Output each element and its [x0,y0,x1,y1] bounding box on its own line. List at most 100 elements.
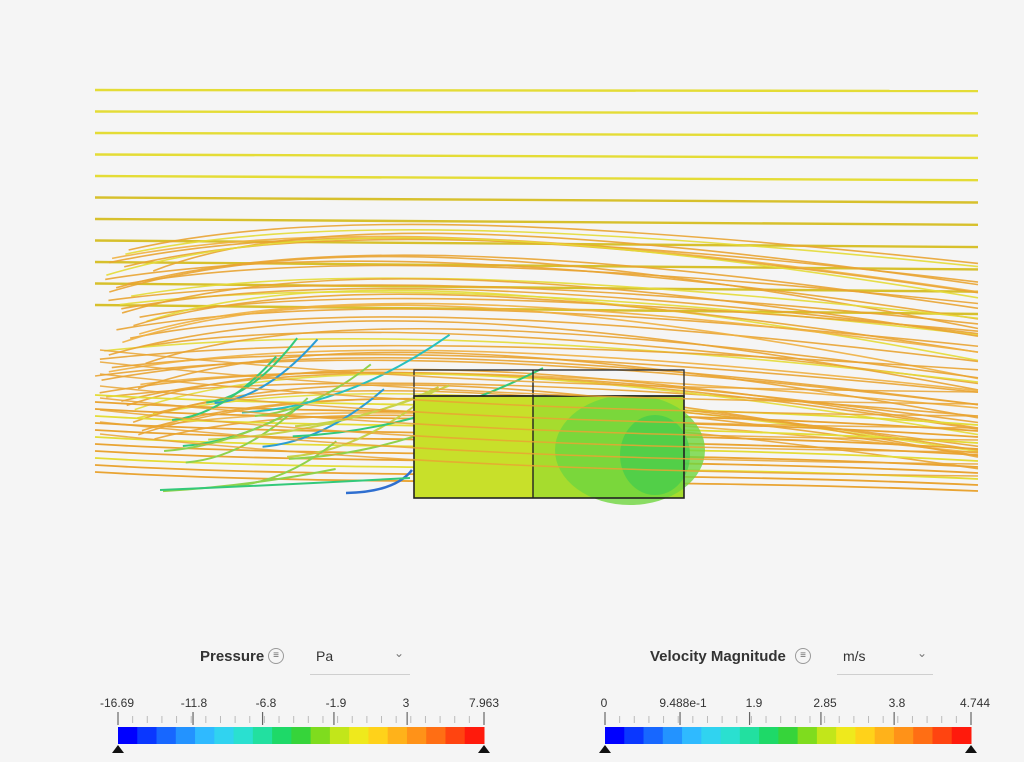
streamline [94,131,979,137]
velocity-color-segment [720,727,741,744]
streamline [128,223,979,265]
velocity-legend: Velocity Magnitude ≡ m/s ⌄ 0 9.488e-1 1.… [587,640,997,762]
chevron-down-icon: ⌄ [916,646,927,660]
streamline [94,282,979,293]
streamline [152,232,979,286]
velocity-color-segment [874,727,895,744]
pressure-legend-title: Pressure [200,648,265,665]
pressure-legend-header: Pressure ≡ Pa ⌄ [100,640,510,675]
pressure-min-handle[interactable] [112,745,124,753]
streamline [241,334,451,414]
streamline [94,110,979,115]
pressure-tick-label: 3 [402,696,410,710]
velocity-color-segment [778,727,799,744]
velocity-unit-select[interactable]: m/s ⌄ [837,640,933,675]
pressure-unit-select[interactable]: Pa ⌄ [310,640,410,675]
pressure-color-segment [291,727,312,744]
streamline [101,357,979,406]
pressure-color-segment [464,727,485,744]
pressure-color-segment [310,727,331,744]
velocity-color-segment [701,727,722,744]
velocity-tick-label: 9.488e-1 [659,696,707,710]
streamline [145,327,979,379]
streamline [99,385,979,429]
velocity-menu-icon[interactable]: ≡ [795,648,811,664]
pressure-color-scale [112,712,490,753]
streamline [104,337,979,383]
streamline [94,174,979,182]
streamline [139,302,979,353]
streamline [99,409,979,453]
pressure-menu-icon[interactable]: ≡ [268,648,284,664]
streamline [106,237,979,299]
streamline [134,373,979,436]
streamline [94,303,979,316]
velocity-tick-label: 3.8 [888,696,906,710]
velocity-min-handle[interactable] [599,745,611,753]
streamline [121,278,979,337]
streamline [345,469,414,495]
chevron-down-icon: ⌄ [393,646,404,660]
streamline [99,421,979,465]
velocity-tick-label: 1.9 [745,696,763,710]
streamline [125,229,979,268]
velocity-color-segment [643,727,664,744]
streamline [115,254,979,310]
pressure-tick-label: -6.8 [255,696,277,710]
pressure-color-segment [272,727,292,744]
pressure-region [620,415,690,495]
pressure-color-segment [387,727,408,744]
velocity-color-segment [855,727,876,744]
velocity-color-segment [662,727,683,744]
velocity-max-handle[interactable] [965,745,977,753]
velocity-unit-value: m/s [843,648,866,664]
streamline [206,337,298,404]
streamline [142,331,979,385]
streamline [94,196,979,204]
velocity-color-scale [599,712,977,753]
velocity-color-segment [893,727,914,744]
velocity-tick-label: 2.85 [813,696,837,710]
body-face [414,396,533,498]
pressure-color-segment [233,727,254,744]
streamline [99,433,979,477]
streamline [99,397,979,441]
velocity-color-segment [836,727,856,744]
streamline [133,293,979,354]
streamline [237,440,337,487]
streamline [99,344,979,371]
velocity-color-segment [951,727,972,744]
velocity-color-segment [682,727,702,744]
streamline [127,264,979,305]
velocity-color-segment [605,727,625,744]
pressure-unit-value: Pa [316,648,334,664]
pressure-color-segment [195,727,215,744]
streamline [105,260,979,320]
pressure-legend: Pressure ≡ Pa ⌄ -16.69 -11.8 -6.8 -1.9 3… [100,640,510,762]
simulation-viewport[interactable] [0,0,1024,600]
pressure-tick-label: -11.8 [180,696,208,710]
streamline [94,217,979,226]
streamline [129,316,979,363]
streamline [99,373,979,417]
streamline [99,349,979,393]
pressure-tick-label: -1.9 [325,696,347,710]
pressure-color-segment [426,727,446,744]
streamline [294,386,439,428]
velocity-legend-header: Velocity Magnitude ≡ m/s ⌄ [587,640,997,675]
pressure-color-segment [137,727,158,744]
streamline [99,361,979,405]
pressure-color-segment [156,727,177,744]
pressure-tick-label: -16.69 [99,696,135,710]
velocity-color-segment [913,727,933,744]
pressure-max-handle[interactable] [478,745,490,753]
pressure-color-segment [329,727,350,744]
streamline [94,88,979,93]
velocity-color-segment [932,727,953,744]
velocity-color-segment [816,727,837,744]
pressure-color-segment [214,727,235,744]
velocity-color-segment [624,727,645,744]
pressure-color-segment [252,727,273,744]
velocity-color-segment [759,727,779,744]
pressure-color-segment [406,727,427,744]
